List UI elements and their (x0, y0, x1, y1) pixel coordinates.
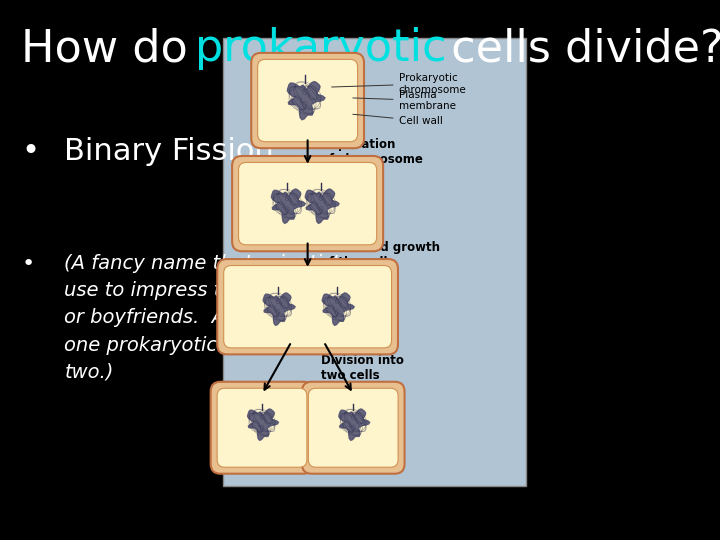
Text: Prokaryotic
chromosome: Prokaryotic chromosome (332, 73, 467, 94)
FancyBboxPatch shape (217, 388, 307, 467)
Polygon shape (271, 189, 305, 224)
Text: Continued growth
of the cell: Continued growth of the cell (321, 241, 440, 269)
Polygon shape (323, 293, 354, 326)
FancyBboxPatch shape (224, 266, 392, 348)
FancyBboxPatch shape (232, 156, 383, 251)
Text: How do: How do (22, 27, 202, 70)
Text: Cell wall: Cell wall (353, 114, 443, 126)
Polygon shape (339, 409, 369, 440)
Polygon shape (248, 409, 279, 440)
Text: prokaryotic: prokaryotic (195, 27, 447, 70)
Polygon shape (264, 293, 295, 326)
FancyBboxPatch shape (302, 382, 405, 474)
FancyBboxPatch shape (217, 259, 398, 354)
Polygon shape (305, 189, 339, 224)
Text: •: • (22, 254, 35, 274)
FancyBboxPatch shape (238, 163, 377, 245)
Text: Division into
two cells: Division into two cells (321, 354, 404, 382)
FancyBboxPatch shape (258, 59, 358, 141)
FancyBboxPatch shape (222, 38, 526, 486)
Text: Plasma
membrane: Plasma membrane (353, 90, 456, 111)
Text: Binary Fission: Binary Fission (64, 137, 274, 166)
Text: cells divide?: cells divide? (437, 27, 720, 70)
FancyBboxPatch shape (211, 382, 313, 474)
FancyBboxPatch shape (308, 388, 398, 467)
Text: •: • (22, 137, 40, 166)
Polygon shape (287, 82, 325, 120)
Text: Duplication
of chromosome: Duplication of chromosome (321, 138, 423, 166)
Text: (A fancy name that scientists
use to impress their girlfriends
or boyfriends.  A: (A fancy name that scientists use to imp… (64, 254, 374, 382)
FancyBboxPatch shape (251, 53, 364, 148)
